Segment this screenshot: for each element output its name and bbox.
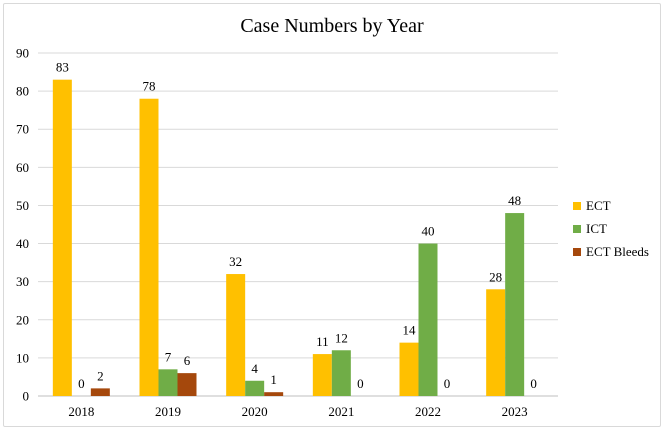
data-label: 12 [335, 330, 348, 345]
y-tick-label: 0 [23, 389, 30, 404]
x-axis-ticks: 2018 2019 2020 2021 2022 2023 [68, 404, 527, 419]
bar-ect-2019 [139, 98, 159, 396]
x-tick-label: 2020 [242, 404, 268, 419]
data-label: 83 [56, 60, 69, 75]
legend-label: ECT [586, 198, 611, 213]
data-label: 78 [143, 79, 156, 94]
legend-label: ECT Bleeds [586, 244, 649, 259]
chart-title: Case Numbers by Year [240, 15, 424, 37]
bar-ect-2020 [226, 274, 246, 396]
x-tick-label: 2021 [328, 404, 354, 419]
bar-ict-2020 [245, 380, 265, 396]
x-tick-label: 2023 [502, 404, 528, 419]
x-tick-label: 2019 [155, 404, 181, 419]
x-tick-label: 2022 [415, 404, 441, 419]
y-tick-label: 50 [16, 198, 29, 213]
bar-ect-2022 [399, 342, 419, 396]
data-label: 40 [422, 224, 435, 239]
bar-ect-bleeds-2018 [90, 388, 110, 396]
gridlines [38, 52, 558, 397]
legend-swatch [573, 202, 581, 210]
bar-ict-2023 [505, 213, 525, 396]
bar-ect-bleeds-2020 [264, 392, 284, 396]
bar-ict-2021 [331, 350, 351, 396]
legend-swatch [573, 248, 581, 256]
y-tick-label: 60 [16, 160, 29, 175]
data-label: 32 [229, 254, 242, 269]
bar-ect-bleeds-2019 [177, 373, 197, 396]
data-label: 0 [78, 376, 85, 391]
data-label: 14 [403, 323, 417, 338]
data-label: 0 [357, 376, 364, 391]
bar-ict-2022 [418, 243, 438, 396]
legend: ECT ICT ECT Bleeds [573, 198, 649, 259]
data-label: 28 [489, 269, 502, 284]
y-tick-label: 40 [16, 236, 29, 251]
data-label: 0 [530, 376, 537, 391]
data-label: 6 [184, 353, 191, 368]
y-tick-label: 10 [16, 350, 29, 365]
legend-label: ICT [586, 221, 607, 236]
data-label: 7 [165, 349, 172, 364]
data-label: 0 [444, 376, 451, 391]
data-label: 48 [508, 193, 521, 208]
y-tick-label: 30 [16, 274, 29, 289]
bars [52, 79, 525, 396]
legend-swatch [573, 225, 581, 233]
y-tick-label: 20 [16, 312, 29, 327]
data-label: 2 [97, 368, 104, 383]
data-label: 4 [251, 361, 258, 376]
y-tick-label: 80 [16, 84, 29, 99]
bar-ict-2019 [158, 369, 178, 396]
data-label: 11 [316, 334, 329, 349]
y-tick-label: 70 [16, 122, 29, 137]
y-axis-ticks: 0 10 20 30 40 50 60 70 80 90 [16, 46, 29, 404]
bar-ect-2018 [52, 79, 72, 396]
x-tick-label: 2018 [68, 404, 94, 419]
y-tick-label: 90 [16, 46, 29, 61]
bar-ect-2021 [312, 354, 332, 396]
bar-ect-2023 [486, 289, 506, 396]
data-label: 1 [270, 372, 277, 387]
